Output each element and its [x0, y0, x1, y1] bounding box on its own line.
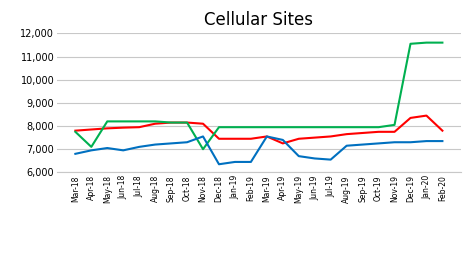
Bell [136, 145, 142, 148]
Rogers [232, 137, 238, 140]
Telus [184, 121, 190, 124]
Bell [439, 140, 445, 143]
Telus [200, 148, 206, 151]
Rogers [88, 128, 94, 131]
Bell [248, 160, 254, 163]
Telus [232, 126, 238, 129]
Telus [280, 126, 285, 129]
Telus [408, 42, 413, 46]
Rogers [280, 142, 285, 145]
Rogers [392, 130, 398, 133]
Bell [296, 155, 302, 158]
Bell [88, 149, 94, 152]
Rogers [184, 121, 190, 124]
Telus [168, 121, 174, 124]
Rogers [328, 135, 333, 138]
Telus [152, 120, 158, 123]
Rogers [104, 127, 110, 130]
Rogers [248, 137, 254, 140]
Rogers [344, 132, 350, 136]
Telus [360, 126, 365, 129]
Telus [439, 41, 445, 44]
Rogers [73, 129, 78, 132]
Bell [328, 158, 333, 161]
Telus [120, 120, 126, 123]
Bell [408, 141, 413, 144]
Rogers [120, 126, 126, 129]
Rogers [312, 136, 318, 139]
Rogers [296, 137, 302, 140]
Rogers [408, 116, 413, 120]
Bell [344, 144, 350, 147]
Line: Bell: Bell [76, 136, 442, 164]
Bell [216, 163, 222, 166]
Telus [104, 120, 110, 123]
Bell [200, 135, 206, 138]
Bell [280, 138, 285, 142]
Rogers [136, 126, 142, 129]
Rogers [376, 130, 381, 133]
Telus [136, 120, 142, 123]
Telus [216, 126, 222, 129]
Line: Rogers: Rogers [76, 116, 442, 143]
Bell [120, 149, 126, 152]
Rogers [424, 114, 429, 117]
Rogers [264, 135, 270, 138]
Bell [360, 143, 365, 146]
Rogers [216, 137, 222, 140]
Telus [424, 41, 429, 44]
Bell [73, 152, 78, 155]
Telus [264, 126, 270, 129]
Bell [152, 143, 158, 146]
Title: Cellular Sites: Cellular Sites [204, 11, 314, 29]
Bell [424, 140, 429, 143]
Rogers [200, 122, 206, 125]
Bell [264, 135, 270, 138]
Bell [232, 160, 238, 163]
Telus [88, 145, 94, 148]
Telus [328, 126, 333, 129]
Rogers [152, 122, 158, 125]
Telus [312, 126, 318, 129]
Telus [248, 126, 254, 129]
Bell [184, 141, 190, 144]
Bell [376, 142, 381, 145]
Telus [376, 126, 381, 129]
Bell [168, 142, 174, 145]
Rogers [168, 121, 174, 124]
Telus [344, 126, 350, 129]
Rogers [360, 131, 365, 135]
Legend: Rogers, Telus, Bell: Rogers, Telus, Bell [171, 277, 347, 278]
Bell [392, 141, 398, 144]
Rogers [439, 129, 445, 132]
Bell [104, 147, 110, 150]
Bell [312, 157, 318, 160]
Telus [73, 130, 78, 133]
Line: Telus: Telus [76, 43, 442, 149]
Telus [392, 123, 398, 126]
Telus [296, 126, 302, 129]
